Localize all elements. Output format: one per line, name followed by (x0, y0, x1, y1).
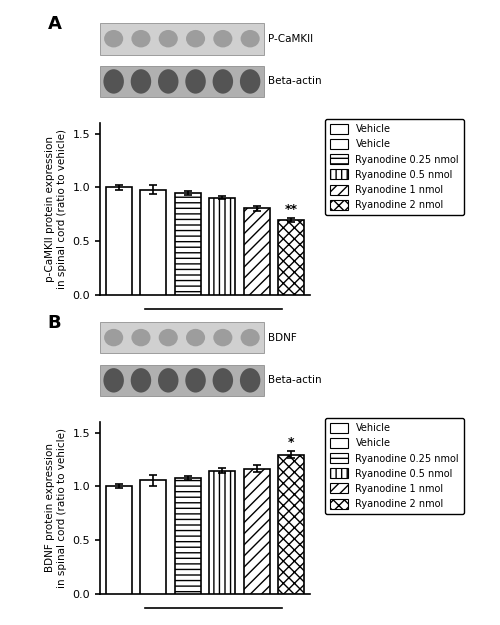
Legend: Vehicle, Vehicle, Ryanodine 0.25 nmol, Ryanodine 0.5 nmol, Ryanodine 1 nmol, Rya: Vehicle, Vehicle, Ryanodine 0.25 nmol, R… (326, 418, 464, 514)
Ellipse shape (240, 329, 260, 346)
Text: RES 10 mg/kg: RES 10 mg/kg (172, 326, 255, 339)
Bar (140, 481, 166, 594)
Ellipse shape (104, 30, 123, 48)
Ellipse shape (158, 69, 178, 94)
Text: A: A (48, 14, 62, 32)
Ellipse shape (158, 30, 178, 48)
Legend: Vehicle, Vehicle, Ryanodine 0.25 nmol, Ryanodine 0.5 nmol, Ryanodine 1 nmol, Rya: Vehicle, Vehicle, Ryanodine 0.25 nmol, R… (326, 119, 464, 215)
Ellipse shape (158, 329, 178, 346)
Text: **: ** (284, 203, 298, 216)
Bar (278, 454, 304, 594)
Bar (175, 193, 201, 295)
Ellipse shape (130, 69, 151, 94)
Y-axis label: p-CaMKII protein expression
in spinal cord (ratio to vehicle): p-CaMKII protein expression in spinal co… (46, 129, 67, 289)
Ellipse shape (158, 368, 178, 392)
Ellipse shape (132, 30, 150, 48)
Ellipse shape (132, 329, 150, 346)
Text: P-CaMKII: P-CaMKII (268, 34, 313, 44)
Text: *: * (288, 436, 294, 449)
Ellipse shape (240, 30, 260, 48)
Text: Beta-actin: Beta-actin (268, 76, 322, 86)
Ellipse shape (104, 329, 123, 346)
Text: BDNF: BDNF (268, 332, 297, 342)
Bar (100, 365, 264, 396)
Bar (244, 208, 270, 295)
Text: Beta-actin: Beta-actin (268, 376, 322, 386)
Bar (210, 471, 235, 594)
Bar (100, 23, 264, 54)
Y-axis label: BDNF protein expression
in spinal cord (ratio to vehicle): BDNF protein expression in spinal cord (… (46, 428, 67, 588)
Ellipse shape (186, 368, 206, 392)
Bar (100, 66, 264, 97)
Ellipse shape (240, 368, 260, 392)
Bar (210, 198, 235, 295)
Bar (278, 220, 304, 295)
Ellipse shape (104, 368, 124, 392)
Ellipse shape (212, 69, 233, 94)
Bar (100, 322, 264, 354)
Ellipse shape (186, 30, 205, 48)
Ellipse shape (130, 368, 151, 392)
Text: B: B (48, 314, 61, 332)
Ellipse shape (186, 329, 205, 346)
Bar (106, 188, 132, 295)
Bar (244, 469, 270, 594)
Bar (175, 478, 201, 594)
Ellipse shape (212, 368, 233, 392)
Ellipse shape (104, 69, 124, 94)
Bar (106, 486, 132, 594)
Ellipse shape (214, 30, 233, 48)
Ellipse shape (240, 69, 260, 94)
Ellipse shape (186, 69, 206, 94)
Ellipse shape (214, 329, 233, 346)
Bar (140, 189, 166, 295)
